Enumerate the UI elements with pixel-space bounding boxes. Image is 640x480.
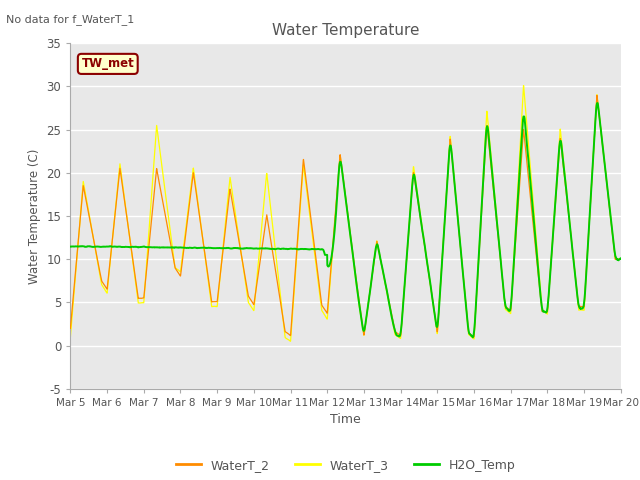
Text: No data for f_WaterT_1: No data for f_WaterT_1 <box>6 14 134 25</box>
X-axis label: Time: Time <box>330 413 361 426</box>
Legend: WaterT_2, WaterT_3, H2O_Temp: WaterT_2, WaterT_3, H2O_Temp <box>171 454 520 477</box>
Text: TW_met: TW_met <box>81 58 134 71</box>
Y-axis label: Water Temperature (C): Water Temperature (C) <box>28 148 41 284</box>
Title: Water Temperature: Water Temperature <box>272 23 419 38</box>
